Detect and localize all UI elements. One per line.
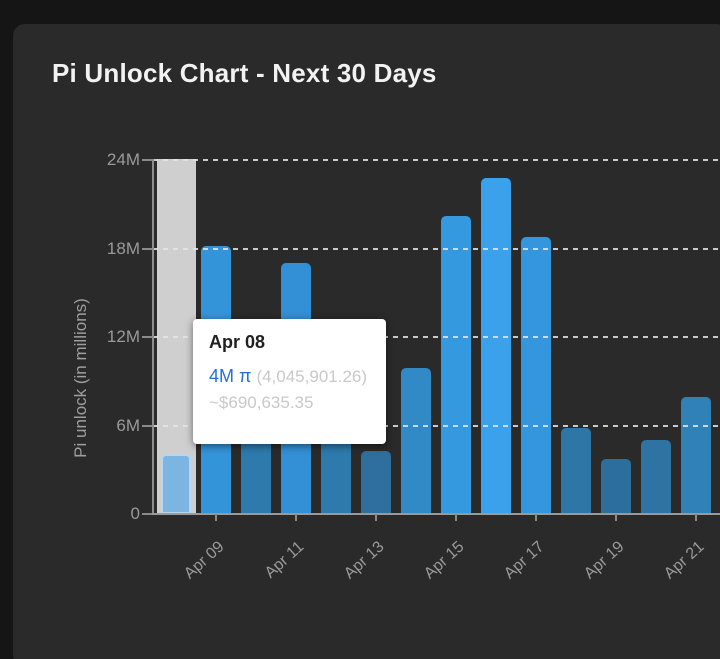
x-axis-label-apr-21: Apr 21	[660, 538, 708, 583]
y-axis-label-6M: 6M	[116, 415, 140, 435]
x-axis-tick	[375, 514, 377, 521]
bar-apr-18[interactable]	[561, 428, 591, 514]
y-axis-label-12M: 12M	[106, 327, 140, 346]
y-axis-tick	[142, 513, 152, 515]
x-axis-label-apr-09: Apr 09	[180, 538, 228, 583]
gridline-18m	[153, 247, 720, 250]
y-axis-label-0: 0	[130, 504, 140, 523]
bar-apr-15[interactable]	[441, 216, 471, 514]
bar-apr-08[interactable]	[161, 454, 191, 514]
x-axis-tick	[295, 514, 297, 521]
x-axis-label-apr-13: Apr 13	[340, 538, 388, 583]
tooltip-usd-value: ~$690,635.35	[209, 393, 314, 412]
y-axis-line	[152, 159, 154, 514]
x-axis-label-apr-17: Apr 17	[500, 538, 548, 583]
chart-title: Pi Unlock Chart - Next 30 Days	[52, 58, 437, 88]
x-axis-tick	[695, 514, 697, 521]
x-axis-tick	[455, 514, 457, 521]
x-axis-tick	[215, 514, 217, 521]
tooltip-pi-exact: (4,045,901.26)	[256, 367, 368, 386]
gridline-12m	[153, 336, 720, 338]
gridline-24m	[153, 159, 720, 161]
bar-apr-16[interactable]	[481, 177, 511, 514]
x-axis-line	[152, 513, 720, 515]
chart-tooltip: Apr 08 4M π (4,045,901.26) ~$690,635.35	[193, 319, 386, 444]
y-axis-tick	[142, 247, 152, 250]
bar-apr-21[interactable]	[681, 397, 711, 514]
x-axis-label-apr-11: Apr 11	[261, 538, 308, 582]
x-axis-tick	[615, 514, 617, 521]
y-axis-tick	[142, 336, 152, 338]
bar-apr-13[interactable]	[361, 450, 391, 514]
y-axis-label-18M: 18M	[106, 238, 140, 258]
tooltip-date: Apr 08	[209, 332, 266, 352]
y-axis-title: Pi unlock (in millions)	[71, 298, 90, 458]
bar-apr-19[interactable]	[601, 458, 631, 514]
y-axis-tick	[142, 159, 152, 161]
gridline-6m	[153, 424, 720, 427]
bar-apr-20[interactable]	[641, 440, 671, 514]
y-axis-tick	[142, 424, 152, 427]
x-axis-label-apr-15: Apr 15	[420, 538, 468, 583]
x-axis-tick	[535, 514, 537, 521]
bar-apr-17[interactable]	[521, 236, 551, 514]
x-axis-label-apr-19: Apr 19	[580, 538, 628, 583]
tooltip-pi-amount: 4M π	[209, 366, 252, 386]
y-axis-label-24M: 24M	[106, 150, 140, 169]
bar-apr-14[interactable]	[401, 367, 431, 514]
